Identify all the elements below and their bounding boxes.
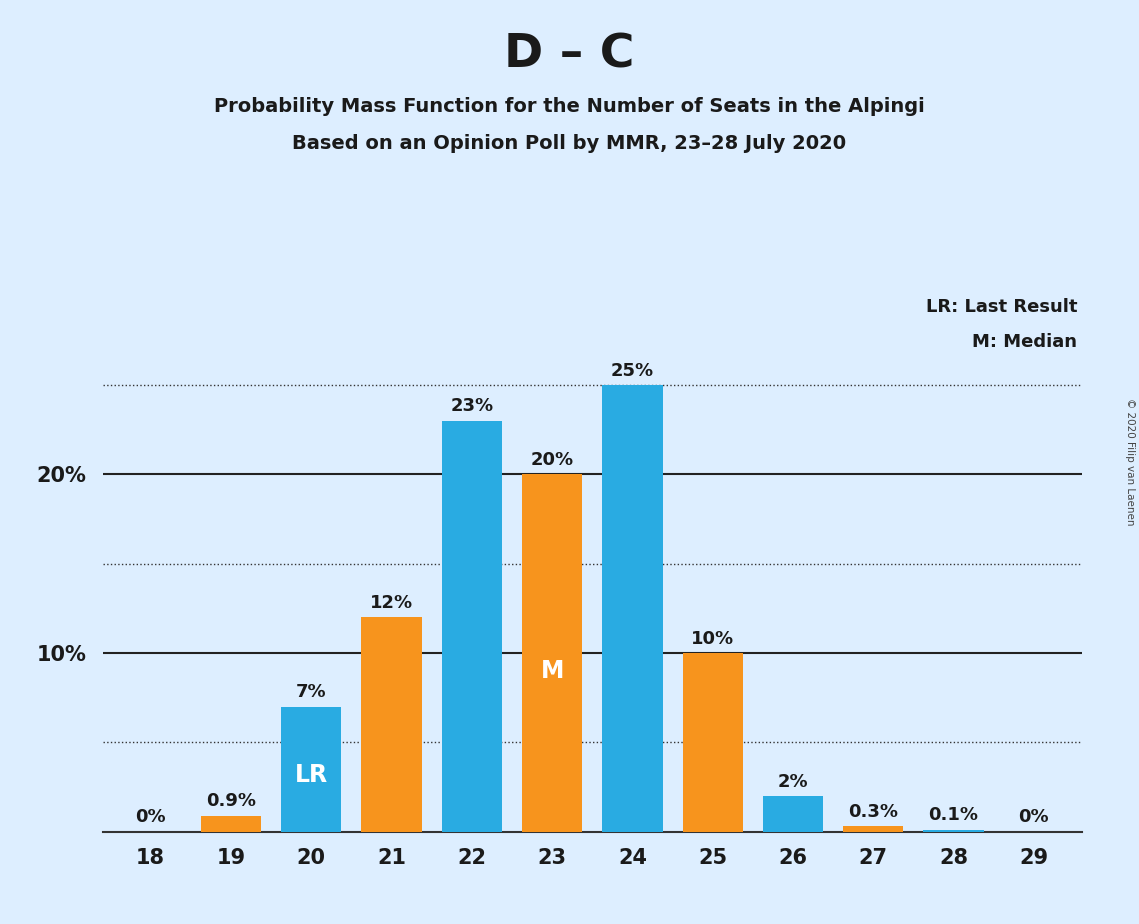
Text: 0.9%: 0.9%	[206, 792, 256, 810]
Text: M: M	[540, 659, 564, 683]
Text: 0.1%: 0.1%	[928, 807, 978, 824]
Text: 0%: 0%	[136, 808, 166, 826]
Text: D – C: D – C	[505, 32, 634, 78]
Text: M: Median: M: Median	[973, 334, 1077, 351]
Text: 20%: 20%	[531, 451, 574, 469]
Bar	[442, 420, 502, 832]
Bar	[924, 830, 984, 832]
Text: Based on an Opinion Poll by MMR, 23–28 July 2020: Based on an Opinion Poll by MMR, 23–28 J…	[293, 134, 846, 153]
Text: Probability Mass Function for the Number of Seats in the Alpingi: Probability Mass Function for the Number…	[214, 97, 925, 116]
Bar	[361, 617, 421, 832]
Bar	[763, 796, 823, 832]
Text: 0%: 0%	[1018, 808, 1049, 826]
Bar	[603, 385, 663, 832]
Text: LR: LR	[295, 763, 328, 787]
Bar	[843, 826, 903, 832]
Bar	[522, 474, 582, 832]
Bar	[281, 707, 342, 832]
Text: 0.3%: 0.3%	[849, 803, 899, 821]
Bar	[200, 816, 261, 832]
Text: LR: Last Result: LR: Last Result	[926, 298, 1077, 316]
Text: 2%: 2%	[778, 772, 809, 791]
Text: 25%: 25%	[611, 361, 654, 380]
Text: © 2020 Filip van Laenen: © 2020 Filip van Laenen	[1125, 398, 1134, 526]
Text: 7%: 7%	[296, 683, 327, 701]
Text: 10%: 10%	[691, 629, 735, 648]
Text: 12%: 12%	[370, 594, 413, 612]
Text: 23%: 23%	[450, 397, 493, 416]
Bar	[682, 653, 743, 832]
